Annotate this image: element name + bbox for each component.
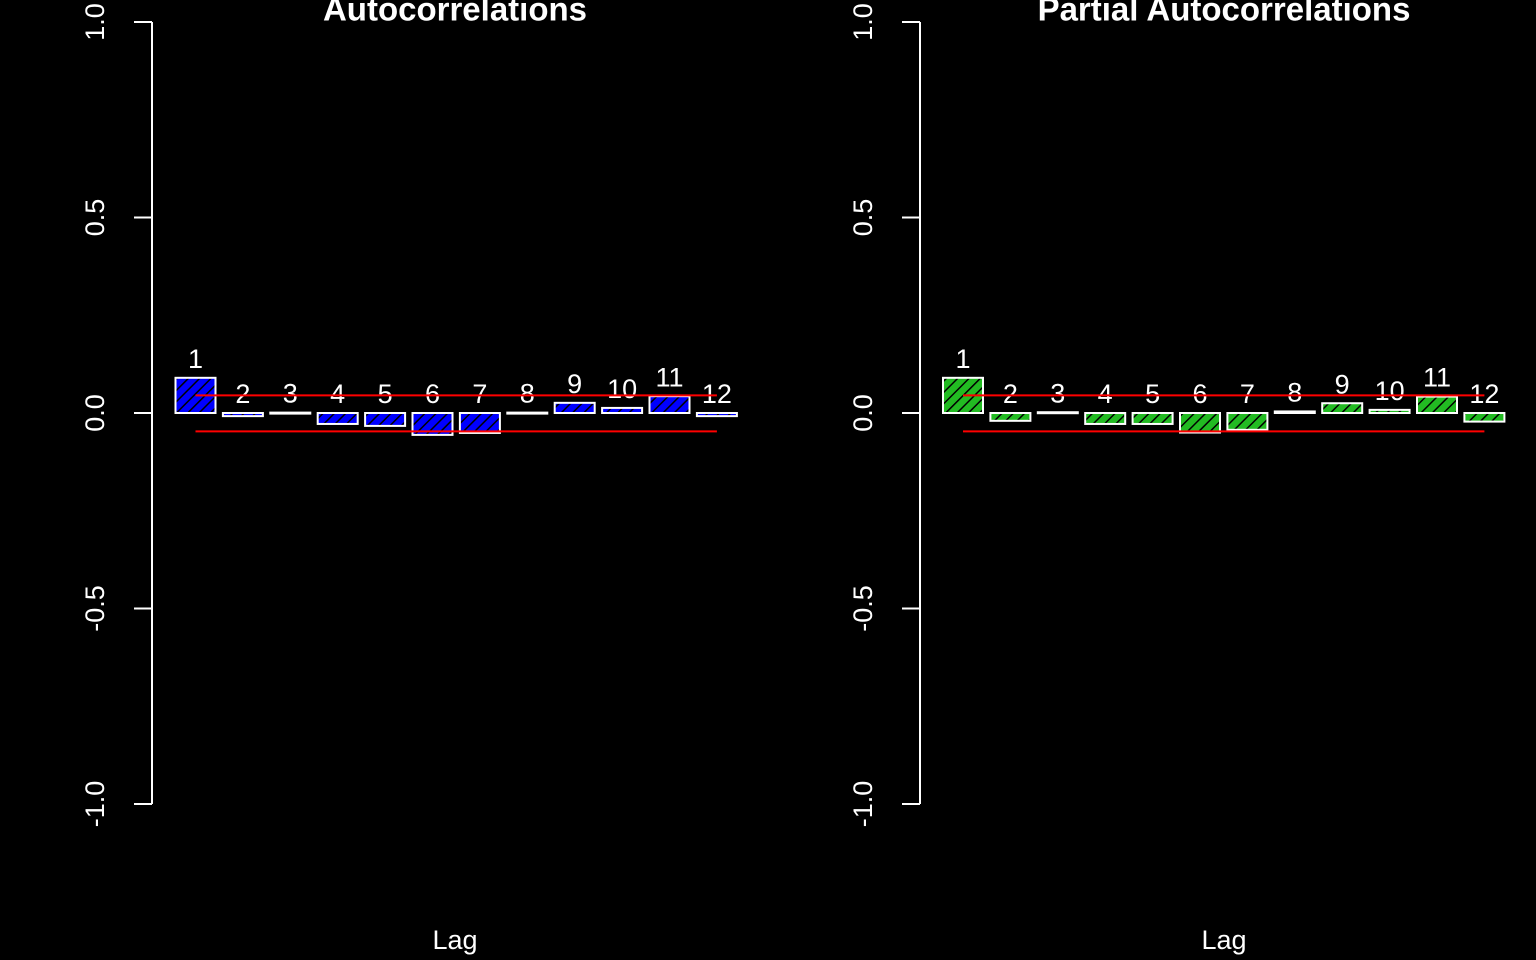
bar-label: 1 bbox=[955, 344, 970, 374]
chart-title: Partial Autocorrelations bbox=[1038, 0, 1411, 28]
bar-label: 8 bbox=[1287, 378, 1302, 408]
bar-label: 3 bbox=[1050, 378, 1065, 408]
y-tick-label: -1.0 bbox=[80, 781, 110, 828]
bar bbox=[648, 395, 691, 415]
bar-label: 4 bbox=[1098, 379, 1113, 409]
bar bbox=[601, 406, 644, 414]
bar-label: 4 bbox=[330, 379, 345, 409]
bar-label: 1 bbox=[188, 344, 203, 374]
bar-label: 8 bbox=[520, 379, 535, 409]
bar-label: 6 bbox=[1192, 379, 1207, 409]
y-tick-label: 1.0 bbox=[848, 3, 878, 41]
bar-label: 3 bbox=[283, 379, 298, 409]
x-axis-label: Lag bbox=[1201, 925, 1246, 955]
bar-label: 2 bbox=[1003, 379, 1018, 409]
y-tick-label: -0.5 bbox=[848, 585, 878, 632]
bar bbox=[1463, 412, 1506, 423]
bar bbox=[1084, 412, 1127, 425]
bar bbox=[989, 412, 1032, 422]
bar bbox=[269, 411, 312, 415]
bar-label: 11 bbox=[1423, 363, 1451, 393]
y-tick-label: 0.0 bbox=[848, 394, 878, 432]
bar bbox=[695, 412, 738, 418]
bar bbox=[1416, 395, 1458, 415]
bar-label: 9 bbox=[1335, 369, 1350, 399]
bar-label: 12 bbox=[702, 379, 732, 409]
bar bbox=[1036, 411, 1079, 415]
y-tick-label: 0.5 bbox=[848, 199, 878, 237]
bar-label: 7 bbox=[472, 379, 487, 409]
bar bbox=[506, 411, 549, 415]
y-tick-label: -0.5 bbox=[80, 585, 110, 632]
bar-label: 5 bbox=[1145, 379, 1160, 409]
bar-label: 7 bbox=[1240, 379, 1255, 409]
bar bbox=[458, 412, 501, 434]
bar-label: 9 bbox=[567, 369, 582, 399]
y-tick-label: -1.0 bbox=[848, 781, 878, 828]
bar bbox=[1179, 412, 1221, 434]
bar-label: 2 bbox=[235, 379, 250, 409]
bar bbox=[1368, 408, 1411, 415]
chart-title: Autocorrelations bbox=[323, 0, 587, 28]
bar bbox=[1321, 402, 1364, 415]
bar bbox=[553, 401, 596, 415]
y-tick-label: 0.0 bbox=[80, 394, 110, 432]
bar-label: 5 bbox=[378, 379, 393, 409]
bar-label: 12 bbox=[1469, 379, 1499, 409]
bar-label: 6 bbox=[425, 379, 440, 409]
bar-label: 10 bbox=[607, 374, 637, 404]
bar-label: 10 bbox=[1375, 376, 1405, 406]
bar bbox=[316, 412, 359, 425]
bar bbox=[221, 412, 264, 418]
y-tick-label: 0.5 bbox=[80, 199, 110, 237]
bar bbox=[1131, 412, 1174, 425]
bar bbox=[1273, 410, 1316, 415]
bar bbox=[364, 412, 407, 427]
y-tick-label: 1.0 bbox=[80, 3, 110, 41]
bar bbox=[1226, 412, 1269, 431]
x-axis-label: Lag bbox=[432, 925, 477, 955]
bar-label: 11 bbox=[655, 362, 683, 392]
bar bbox=[411, 412, 454, 436]
